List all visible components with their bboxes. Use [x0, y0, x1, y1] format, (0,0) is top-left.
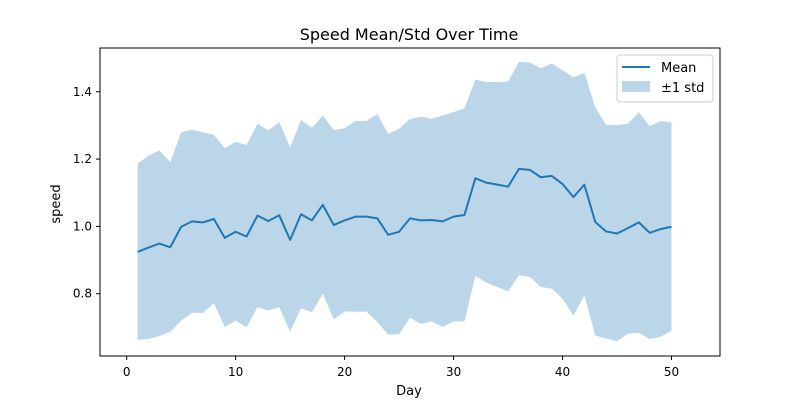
x-tick-label: 40	[555, 365, 570, 379]
std-band-area	[137, 61, 672, 342]
x-tick-label: 30	[446, 365, 461, 379]
x-tick-label: 0	[123, 365, 131, 379]
x-tick-label: 20	[337, 365, 352, 379]
y-tick-label: 1.2	[73, 152, 92, 166]
y-tick-label: 1.0	[73, 219, 92, 233]
legend-band-label: ±1 std	[661, 81, 704, 96]
x-tick-label: 50	[664, 365, 679, 379]
mean-line	[137, 167, 672, 253]
axes-frame	[99, 47, 721, 357]
x-axis-label: Day	[396, 384, 422, 399]
axes: 0 10 20 30 40 50 0.8 1.0 1.2 1.4	[73, 47, 721, 379]
y-tick-label: 0.8	[73, 287, 92, 301]
x-tick-label: 10	[228, 365, 243, 379]
y-tick-label: 1.4	[73, 85, 92, 99]
chart-title: Speed Mean/Std Over Time	[300, 25, 519, 44]
legend-mean-label: Mean	[661, 61, 696, 76]
legend: Mean ±1 std	[616, 54, 714, 103]
y-axis-label: speed	[49, 184, 64, 223]
legend-band-swatch	[622, 81, 650, 92]
plot-area	[137, 61, 672, 342]
